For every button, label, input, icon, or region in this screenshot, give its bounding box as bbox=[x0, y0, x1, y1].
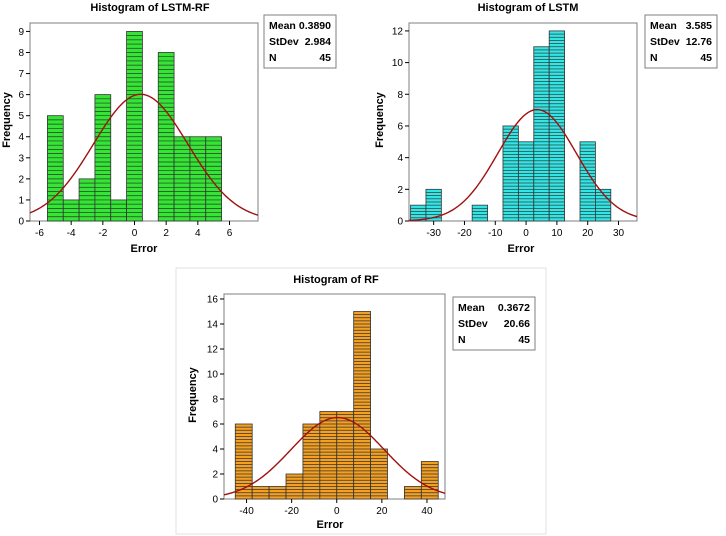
x-tick-label: -20 bbox=[284, 506, 299, 517]
stats-box bbox=[452, 296, 536, 351]
y-tick-label: 8 bbox=[212, 395, 218, 406]
y-tick-label: 5 bbox=[18, 111, 24, 122]
y-tick-label: 7 bbox=[18, 69, 24, 80]
stats-n-label: N bbox=[650, 52, 658, 64]
x-tick-label: -30 bbox=[426, 228, 441, 239]
stats-stdev-label: StDev bbox=[458, 318, 488, 330]
stats-n-value: 45 bbox=[319, 52, 331, 64]
chart-rf: Histogram of RF -40 -20 0 20 40 0 2 4 6 8 10 12 14 16 E… bbox=[187, 274, 536, 531]
y-tick-label: 8 bbox=[397, 90, 403, 101]
normal-fit-curve bbox=[408, 108, 638, 222]
y-tick-label: 4 bbox=[397, 153, 403, 164]
histogram-bar bbox=[126, 31, 143, 222]
chart-lstm-rf: Histogram of LSTM-RF-6 -4 -2 0 2 4 60123456789… bbox=[1, 2, 337, 255]
chart-title: Histogram of LSTM-RF bbox=[90, 2, 209, 14]
y-tick-label: 4 bbox=[18, 132, 24, 143]
y-tick-label: 6 bbox=[397, 121, 403, 132]
stats-mean-label: Mean bbox=[458, 302, 485, 314]
x-tick-label: 0 bbox=[523, 228, 529, 239]
stats-mean-label: Mean bbox=[269, 20, 296, 32]
x-tick-label: -40 bbox=[239, 506, 254, 517]
y-tick-label: 10 bbox=[392, 58, 404, 69]
histogram-bar bbox=[471, 204, 488, 222]
y-axis-label: Frequency bbox=[1, 91, 13, 148]
y-tick-label: 2 bbox=[18, 174, 24, 185]
stats-box bbox=[263, 14, 337, 69]
normal-fit-curve bbox=[29, 93, 259, 216]
x-tick-label: -6 bbox=[35, 228, 44, 239]
stats-n-value: 45 bbox=[518, 334, 530, 346]
histogram-bar bbox=[517, 141, 535, 222]
chart-title: Histogram of RF bbox=[293, 274, 379, 286]
y-tick-label: 0 bbox=[397, 217, 403, 228]
x-tick-label: 40 bbox=[421, 506, 433, 517]
stats-stdev-value: 20.66 bbox=[504, 318, 530, 330]
x-tick-label: -10 bbox=[488, 228, 503, 239]
x-tick-label: -20 bbox=[457, 228, 472, 239]
x-axis-label: Error bbox=[317, 519, 345, 531]
y-tick-label: 0 bbox=[18, 217, 24, 228]
y-tick-label: 12 bbox=[207, 345, 219, 356]
y-tick-label: 6 bbox=[212, 420, 218, 431]
y-tick-label: 1 bbox=[18, 195, 24, 206]
plot-area bbox=[29, 22, 259, 222]
x-tick-label: 2 bbox=[163, 228, 169, 239]
histogram-bar bbox=[47, 115, 64, 222]
x-tick-label: -4 bbox=[67, 228, 76, 239]
normal-fit-curve bbox=[223, 416, 446, 496]
stats-n-label: N bbox=[269, 52, 277, 64]
y-tick-label: 12 bbox=[392, 26, 404, 37]
x-tick-label: 4 bbox=[195, 228, 201, 239]
stats-mean-value: 0.3890 bbox=[299, 20, 331, 32]
x-tick-label: 0 bbox=[132, 228, 138, 239]
stats-n-label: N bbox=[458, 334, 466, 346]
y-tick-label: 9 bbox=[18, 27, 24, 38]
y-tick-label: 8 bbox=[18, 48, 24, 59]
x-tick-label: 20 bbox=[582, 228, 594, 239]
stats-mean-value: 0.3672 bbox=[498, 302, 530, 314]
y-tick-label: 14 bbox=[207, 320, 219, 331]
stats-mean-value: 3.585 bbox=[686, 20, 712, 32]
histogram-bar bbox=[62, 199, 80, 222]
stats-stdev-label: StDev bbox=[269, 36, 299, 48]
y-tick-label: 4 bbox=[212, 445, 218, 456]
x-axis-label: Error bbox=[508, 243, 536, 255]
stats-stdev-label: StDev bbox=[650, 36, 680, 48]
x-tick-label: 0 bbox=[334, 506, 340, 517]
y-tick-label: 2 bbox=[212, 470, 218, 481]
stats-box bbox=[644, 14, 718, 69]
y-tick-label: 16 bbox=[207, 295, 219, 306]
y-tick-label: 10 bbox=[207, 370, 219, 381]
x-tick-label: 6 bbox=[227, 228, 233, 239]
y-tick-label: 0 bbox=[212, 495, 218, 506]
histogram-bar bbox=[110, 199, 127, 222]
y-axis-label: Frequency bbox=[187, 366, 199, 423]
histogram-bar bbox=[533, 46, 550, 222]
stats-mean-label: Mean bbox=[650, 20, 677, 32]
chart-lstm: Histogram of LSTM -30 -20 -10 0 10 20 30 0 2 4 6 8 10… bbox=[374, 2, 718, 255]
stats-n-value: 45 bbox=[700, 52, 712, 64]
x-tick-label: 20 bbox=[376, 506, 388, 517]
stats-stdev-value: 2.984 bbox=[305, 36, 331, 48]
rf-panel-frame bbox=[175, 267, 547, 535]
x-tick-label: 10 bbox=[551, 228, 563, 239]
y-tick-label: 6 bbox=[18, 90, 24, 101]
x-axis-label: Error bbox=[131, 243, 159, 255]
y-axis-label: Frequency bbox=[374, 91, 386, 148]
y-tick-label: 3 bbox=[18, 153, 24, 164]
y-tick-label: 2 bbox=[397, 185, 403, 196]
chart-title: Histogram of LSTM bbox=[478, 2, 579, 14]
x-tick-label: 30 bbox=[613, 228, 625, 239]
x-tick-label: -2 bbox=[98, 228, 107, 239]
stats-stdev-value: 12.76 bbox=[686, 36, 712, 48]
